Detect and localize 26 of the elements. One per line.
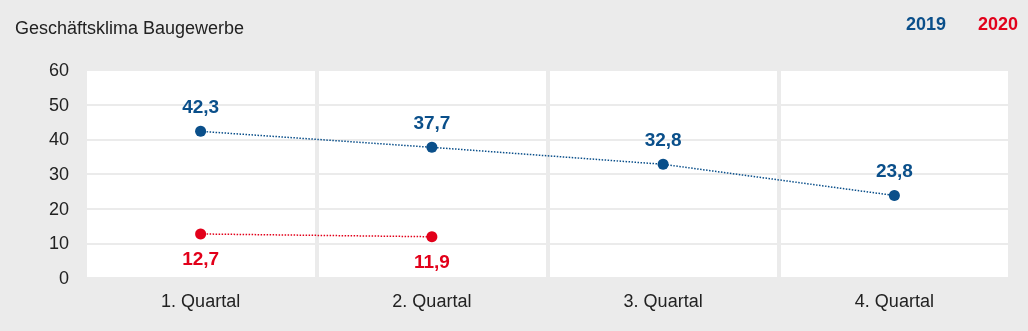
- y-tick-label: 50: [48, 94, 69, 115]
- point: [195, 228, 207, 240]
- point: [888, 190, 900, 201]
- data-label: 37,7: [413, 111, 451, 133]
- y-tick-label: 10: [48, 233, 69, 254]
- data-label: 23,8: [875, 159, 913, 181]
- text: 2020: [977, 14, 1018, 34]
- point: [657, 158, 669, 170]
- x-tick-label: 3. Quartal: [623, 291, 703, 311]
- data-label: 32,8: [644, 128, 682, 150]
- y-tick-label: 60: [48, 60, 69, 80]
- x-tick-label: 1. Quartal: [161, 291, 241, 311]
- x-tick-label: 2. Quartal: [392, 291, 472, 311]
- text: 2019: [905, 14, 946, 34]
- x-tick-label: 4. Quartal: [854, 291, 934, 311]
- y-tick-label: 40: [48, 129, 69, 150]
- y-tick-label: 0: [58, 268, 69, 288]
- data-label: 42,3: [182, 95, 220, 117]
- y-tick-label: 30: [48, 164, 69, 184]
- data-label: 12,7: [182, 248, 220, 270]
- point: [426, 141, 438, 153]
- point: [426, 231, 438, 243]
- y-tick-label: 20: [48, 198, 69, 219]
- point: [195, 125, 207, 137]
- data-label: 11,9: [413, 251, 450, 273]
- chart-title: Geschäftsklima Baugewerbe: [15, 18, 245, 38]
